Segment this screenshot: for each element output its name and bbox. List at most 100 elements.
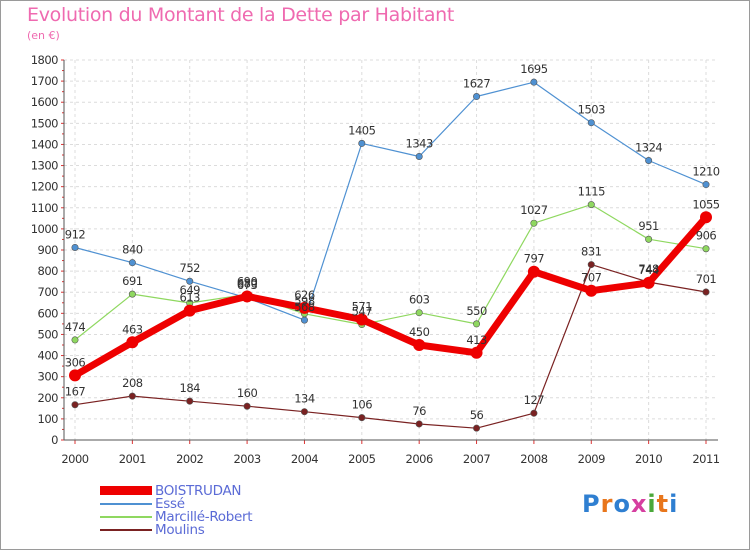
data-point-boistrudan [183, 304, 196, 317]
logo-letter: i [647, 490, 657, 518]
data-label-esse: 1695 [520, 62, 547, 76]
legend-label-marcille-robert: Marcillé-Robert [155, 509, 253, 525]
data-point-esse [128, 259, 136, 267]
x-tick-label: 2003 [233, 452, 260, 466]
data-point-boistrudan [298, 301, 311, 314]
data-point-esse [71, 243, 79, 251]
y-tick-label: 1600 [31, 95, 58, 109]
data-label-boistrudan: 306 [65, 355, 86, 369]
data-point-marcille-robert [128, 290, 136, 298]
data-point-esse [702, 181, 710, 189]
data-label-marcille-robert: 906 [696, 229, 717, 243]
legend-label-esse: Essé [155, 496, 185, 512]
data-point-marcille-robert [473, 320, 481, 328]
data-label-boistrudan: 463 [122, 322, 143, 336]
data-label-moulins: 76 [412, 404, 426, 418]
series-line-moulins [74, 264, 707, 429]
data-label-marcille-robert: 1115 [578, 185, 605, 199]
data-label-esse: 1343 [406, 136, 433, 150]
data-point-boistrudan [700, 211, 712, 224]
data-label-marcille-robert: 603 [409, 293, 430, 307]
data-label-boistrudan: 626 [294, 288, 315, 302]
y-tick-label: 700 [38, 285, 59, 299]
data-point-boistrudan [355, 313, 368, 326]
logo-letter: t [656, 490, 670, 518]
data-point-boistrudan [470, 346, 483, 359]
y-tick-label: 1500 [31, 116, 58, 130]
data-point-marcille-robert [530, 219, 538, 227]
x-tick-label: 2006 [406, 452, 433, 466]
data-label-moulins: 56 [470, 408, 484, 422]
y-tick-label: 200 [38, 391, 59, 405]
data-point-boistrudan [241, 290, 254, 303]
data-point-moulins [702, 288, 710, 296]
data-point-esse [186, 277, 194, 285]
y-tick-label: 500 [38, 327, 59, 341]
data-label-esse: 1503 [578, 103, 605, 117]
data-point-esse [530, 78, 538, 86]
data-point-esse [358, 139, 366, 147]
data-point-marcille-robert [587, 201, 595, 209]
data-label-moulins: 167 [65, 385, 86, 399]
x-tick-label: 2005 [348, 452, 375, 466]
data-point-esse [473, 93, 481, 101]
data-label-esse: 912 [65, 227, 86, 241]
data-label-moulins: 160 [237, 386, 258, 400]
logo-letter: r [600, 490, 614, 518]
data-label-moulins: 748 [638, 262, 659, 276]
y-tick-label: 1300 [31, 159, 58, 173]
data-point-moulins [186, 397, 194, 405]
series-line-marcille-robert [74, 204, 707, 341]
data-label-esse: 568 [294, 300, 315, 314]
data-label-marcille-robert: 474 [65, 320, 86, 334]
data-label-esse: 752 [180, 261, 201, 275]
logo-letter: x [630, 490, 648, 518]
data-label-boistrudan: 680 [237, 276, 258, 290]
logo-letter: P [582, 490, 601, 518]
data-label-marcille-robert: 691 [122, 274, 143, 288]
data-point-marcille-robert [702, 245, 710, 253]
x-tick-label: 2002 [176, 452, 203, 466]
data-label-moulins: 106 [352, 398, 373, 412]
data-point-boistrudan [126, 336, 139, 349]
data-point-esse [645, 156, 653, 164]
data-point-boistrudan [527, 265, 540, 278]
logo-letter: o [613, 490, 631, 518]
y-tick-label: 1000 [31, 222, 58, 236]
data-point-marcille-robert [645, 235, 653, 243]
data-label-esse: 1210 [692, 165, 719, 179]
proxiti-logo: Proxiti [582, 490, 678, 518]
data-point-boistrudan [69, 369, 81, 382]
data-point-marcille-robert [415, 309, 423, 317]
data-label-esse: 1405 [348, 123, 375, 137]
data-point-moulins [300, 408, 308, 416]
chart-unit: (en €) [27, 29, 60, 42]
data-point-marcille-robert [71, 336, 79, 344]
data-label-marcille-robert: 649 [180, 283, 201, 297]
data-label-moulins: 208 [122, 376, 143, 390]
data-label-boistrudan: 450 [409, 325, 430, 339]
y-tick-label: 1100 [31, 201, 58, 215]
x-tick-label: 2000 [61, 452, 88, 466]
y-tick-label: 0 [51, 433, 58, 447]
y-tick-label: 1400 [31, 137, 58, 151]
legend-swatch-marcille-robert [100, 516, 152, 518]
y-tick-label: 600 [38, 306, 59, 320]
y-tick-label: 1700 [31, 74, 58, 88]
data-label-boistrudan: 744 [638, 263, 659, 277]
chart-title: Evolution du Montant de la Dette par Hab… [27, 4, 455, 26]
data-label-marcille-robert: 598 [294, 294, 315, 308]
data-label-esse: 673 [237, 278, 258, 292]
data-label-esse: 1627 [463, 77, 490, 91]
data-label-marcille-robert: 690 [237, 274, 258, 288]
y-tick-label: 1800 [31, 53, 58, 67]
y-tick-label: 800 [38, 264, 59, 278]
data-label-moulins: 127 [524, 393, 545, 407]
data-label-moulins: 184 [180, 381, 201, 395]
y-tick-label: 1200 [31, 180, 58, 194]
data-label-marcille-robert: 547 [352, 305, 373, 319]
y-tick-label: 900 [38, 243, 59, 257]
data-label-boistrudan: 613 [180, 291, 201, 305]
data-label-esse: 1324 [635, 140, 662, 154]
